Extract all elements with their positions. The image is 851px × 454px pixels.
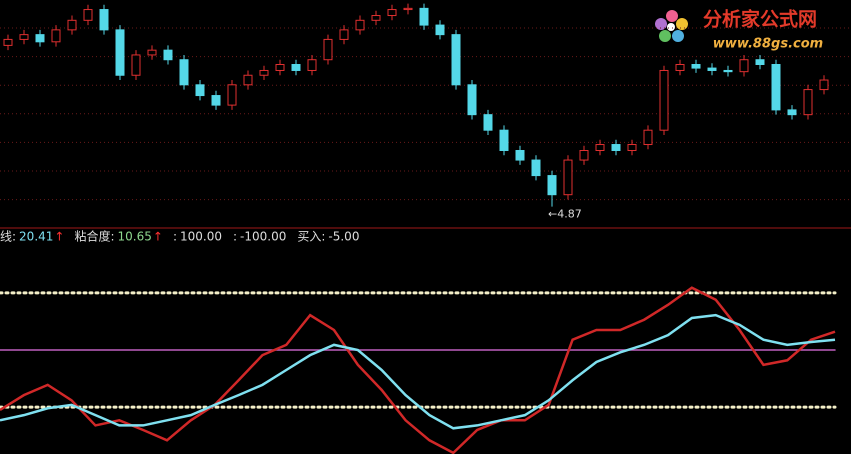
candle-body: [627, 144, 637, 151]
candle-body: [35, 34, 45, 43]
candle-body: [179, 59, 189, 86]
candle-body: [355, 19, 365, 31]
candle-body: [339, 29, 349, 40]
low-annotation: ←4.87: [548, 208, 582, 221]
indicator-line: [0, 286, 836, 454]
candle-body: [3, 38, 13, 46]
candle-body: [819, 79, 829, 91]
header-value: -5.00: [328, 230, 359, 244]
candle-body: [291, 64, 301, 71]
candle-body: [67, 19, 77, 31]
header-value: 20.41: [19, 230, 53, 244]
header-label: :: [173, 230, 177, 244]
candle-body: [723, 69, 733, 73]
header-value: -100.00: [240, 230, 286, 244]
candle-body: [739, 59, 749, 73]
candle-body: [643, 129, 653, 146]
candle-body: [371, 15, 381, 21]
header-value: 100.00: [180, 230, 222, 244]
candle-body: [403, 7, 413, 11]
candle-body: [115, 29, 125, 76]
candle-body: [307, 59, 317, 71]
header-arrow: ↑: [153, 230, 163, 244]
candle-body: [531, 159, 541, 177]
candle-body: [147, 49, 157, 56]
header-arrow: ↑: [54, 230, 64, 244]
candle-body: [595, 144, 605, 151]
candle-body: [275, 64, 285, 71]
candle-body: [131, 54, 141, 76]
header-label: 线:: [0, 230, 16, 244]
candle-body: [483, 114, 493, 131]
candle-body: [755, 59, 765, 65]
candle-body: [787, 109, 797, 116]
logo-flower: [655, 10, 688, 42]
candle-body: [83, 9, 93, 21]
candle-body: [419, 7, 429, 26]
header-label: 粘合度:: [74, 229, 114, 244]
candle-body: [707, 67, 717, 71]
candle-body: [227, 84, 237, 106]
candle-body: [323, 38, 333, 61]
candle-body: [211, 95, 221, 106]
candle-body: [499, 129, 509, 151]
header-label: :: [233, 230, 237, 244]
candle-body: [99, 9, 109, 31]
candle-body: [803, 89, 813, 116]
candle-body: [659, 69, 669, 131]
indicator-line: [0, 313, 836, 430]
candle-body: [691, 64, 701, 69]
candle-body: [611, 144, 621, 151]
candle-body: [387, 9, 397, 17]
candle-body: [771, 64, 781, 111]
candle-body: [451, 34, 461, 86]
candle-body: [467, 84, 477, 116]
candle-body: [515, 150, 525, 161]
logo-url: www.88gs.com: [713, 37, 823, 52]
header-value: 10.65: [118, 230, 152, 244]
candle-body: [243, 74, 253, 86]
candle-body: [195, 84, 205, 97]
candle-body: [547, 175, 557, 196]
candle-body: [675, 64, 685, 71]
candle-body: [19, 34, 29, 40]
candle-body: [163, 49, 173, 61]
logo-title: 分析家公式网: [703, 8, 817, 31]
candle-body: [563, 159, 573, 196]
candle-body: [259, 69, 269, 76]
header-label: 买入:: [297, 230, 325, 244]
candle-body: [51, 29, 61, 43]
candle-body: [435, 24, 445, 36]
candle-body: [579, 150, 589, 161]
